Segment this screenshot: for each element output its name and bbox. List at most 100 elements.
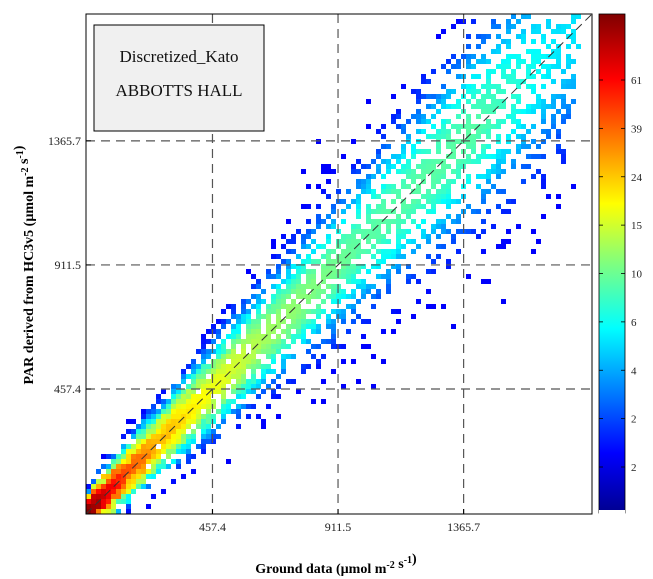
colorbar-gradient: [598, 13, 626, 514]
heatmap-cell: [486, 84, 491, 89]
heatmap-cell: [221, 419, 226, 424]
heatmap-cell: [256, 279, 261, 284]
heatmap-cell: [246, 319, 251, 324]
heatmap-cell: [456, 64, 461, 69]
heatmap-cell: [151, 494, 156, 499]
heatmap-cell: [286, 324, 291, 329]
heatmap-cell: [186, 399, 191, 404]
heatmap-cell: [136, 479, 141, 484]
heatmap-cell: [551, 64, 556, 69]
heatmap-cell: [466, 59, 471, 64]
heatmap-cell: [511, 69, 516, 74]
heatmap-cell: [396, 229, 401, 234]
heatmap-cell: [146, 504, 151, 509]
heatmap-cell: [171, 409, 176, 414]
heatmap-cell: [251, 359, 256, 364]
heatmap-cell: [146, 424, 151, 429]
heatmap-cell: [466, 159, 471, 164]
heatmap-cell: [156, 409, 161, 414]
heatmap-cell: [451, 324, 456, 329]
heatmap-cell: [306, 259, 311, 264]
heatmap-cell: [281, 364, 286, 369]
heatmap-cell: [376, 164, 381, 169]
heatmap-cell: [301, 259, 306, 264]
heatmap-cell: [316, 309, 321, 314]
heatmap-cell: [551, 104, 556, 109]
heatmap-cell: [266, 369, 271, 374]
heatmap-cell: [416, 139, 421, 144]
heatmap-cell: [326, 259, 331, 264]
heatmap-cell: [436, 34, 441, 39]
heatmap-cell: [351, 274, 356, 279]
heatmap-cell: [366, 284, 371, 289]
heatmap-cell: [191, 389, 196, 394]
heatmap-cell: [531, 124, 536, 129]
heatmap-cell: [271, 349, 276, 354]
heatmap-cell: [471, 104, 476, 109]
heatmap-cell: [201, 374, 206, 379]
heatmap-cell: [111, 509, 116, 514]
heatmap-cell: [181, 474, 186, 479]
heatmap-cell: [236, 324, 241, 329]
heatmap-cell: [211, 419, 216, 424]
heatmap-cell: [521, 134, 526, 139]
heatmap-cell: [496, 84, 501, 89]
heatmap-cell: [216, 354, 221, 359]
heatmap-cell: [211, 404, 216, 409]
heatmap-cell: [511, 104, 516, 109]
heatmap-cell: [131, 434, 136, 439]
heatmap-cell: [331, 209, 336, 214]
heatmap-cell: [221, 339, 226, 344]
heatmap-cell: [486, 134, 491, 139]
heatmap-cell: [201, 399, 206, 404]
heatmap-cell: [551, 114, 556, 119]
heatmap-cell: [541, 154, 546, 159]
heatmap-cell: [206, 434, 211, 439]
heatmap-cell: [296, 284, 301, 289]
colorbar-tick-label: 39: [631, 123, 643, 135]
heatmap-cell: [126, 459, 131, 464]
heatmap-cell: [436, 194, 441, 199]
heatmap-cell: [201, 394, 206, 399]
colorbar-tick-label: 2: [631, 414, 637, 426]
heatmap-cell: [436, 134, 441, 139]
heatmap-cell: [126, 494, 131, 499]
heatmap-cell: [261, 364, 266, 369]
heatmap-cells: [86, 14, 581, 514]
heatmap-cell: [111, 464, 116, 469]
heatmap-cell: [256, 384, 261, 389]
heatmap-cell: [431, 104, 436, 109]
heatmap-cell: [301, 289, 306, 294]
heatmap-cell: [426, 159, 431, 164]
heatmap-cell: [261, 299, 266, 304]
heatmap-cell: [331, 369, 336, 374]
heatmap-cell: [506, 44, 511, 49]
heatmap-cell: [451, 219, 456, 224]
heatmap-cell: [286, 269, 291, 274]
heatmap-cell: [186, 389, 191, 394]
heatmap-cell: [516, 84, 521, 89]
heatmap-cell: [386, 274, 391, 279]
heatmap-cell: [331, 274, 336, 279]
heatmap-cell: [231, 364, 236, 369]
heatmap-cell: [301, 314, 306, 319]
heatmap-cell: [276, 374, 281, 379]
heatmap-cell: [286, 304, 291, 309]
heatmap-cell: [491, 84, 496, 89]
heatmap-cell: [306, 319, 311, 324]
heatmap-cell: [446, 199, 451, 204]
heatmap-cell: [166, 464, 171, 469]
heatmap-cell: [501, 244, 506, 249]
heatmap-cell: [221, 379, 226, 384]
heatmap-cell: [396, 169, 401, 174]
heatmap-cell: [226, 459, 231, 464]
colorbar-tick-label: 6: [631, 317, 637, 329]
heatmap-cell: [126, 419, 131, 424]
heatmap-cell: [471, 84, 476, 89]
heatmap-cell: [401, 154, 406, 159]
heatmap-cell: [341, 269, 346, 274]
heatmap-cell: [156, 414, 161, 419]
heatmap-cell: [341, 199, 346, 204]
heatmap-cell: [356, 179, 361, 184]
heatmap-cell: [261, 314, 266, 319]
